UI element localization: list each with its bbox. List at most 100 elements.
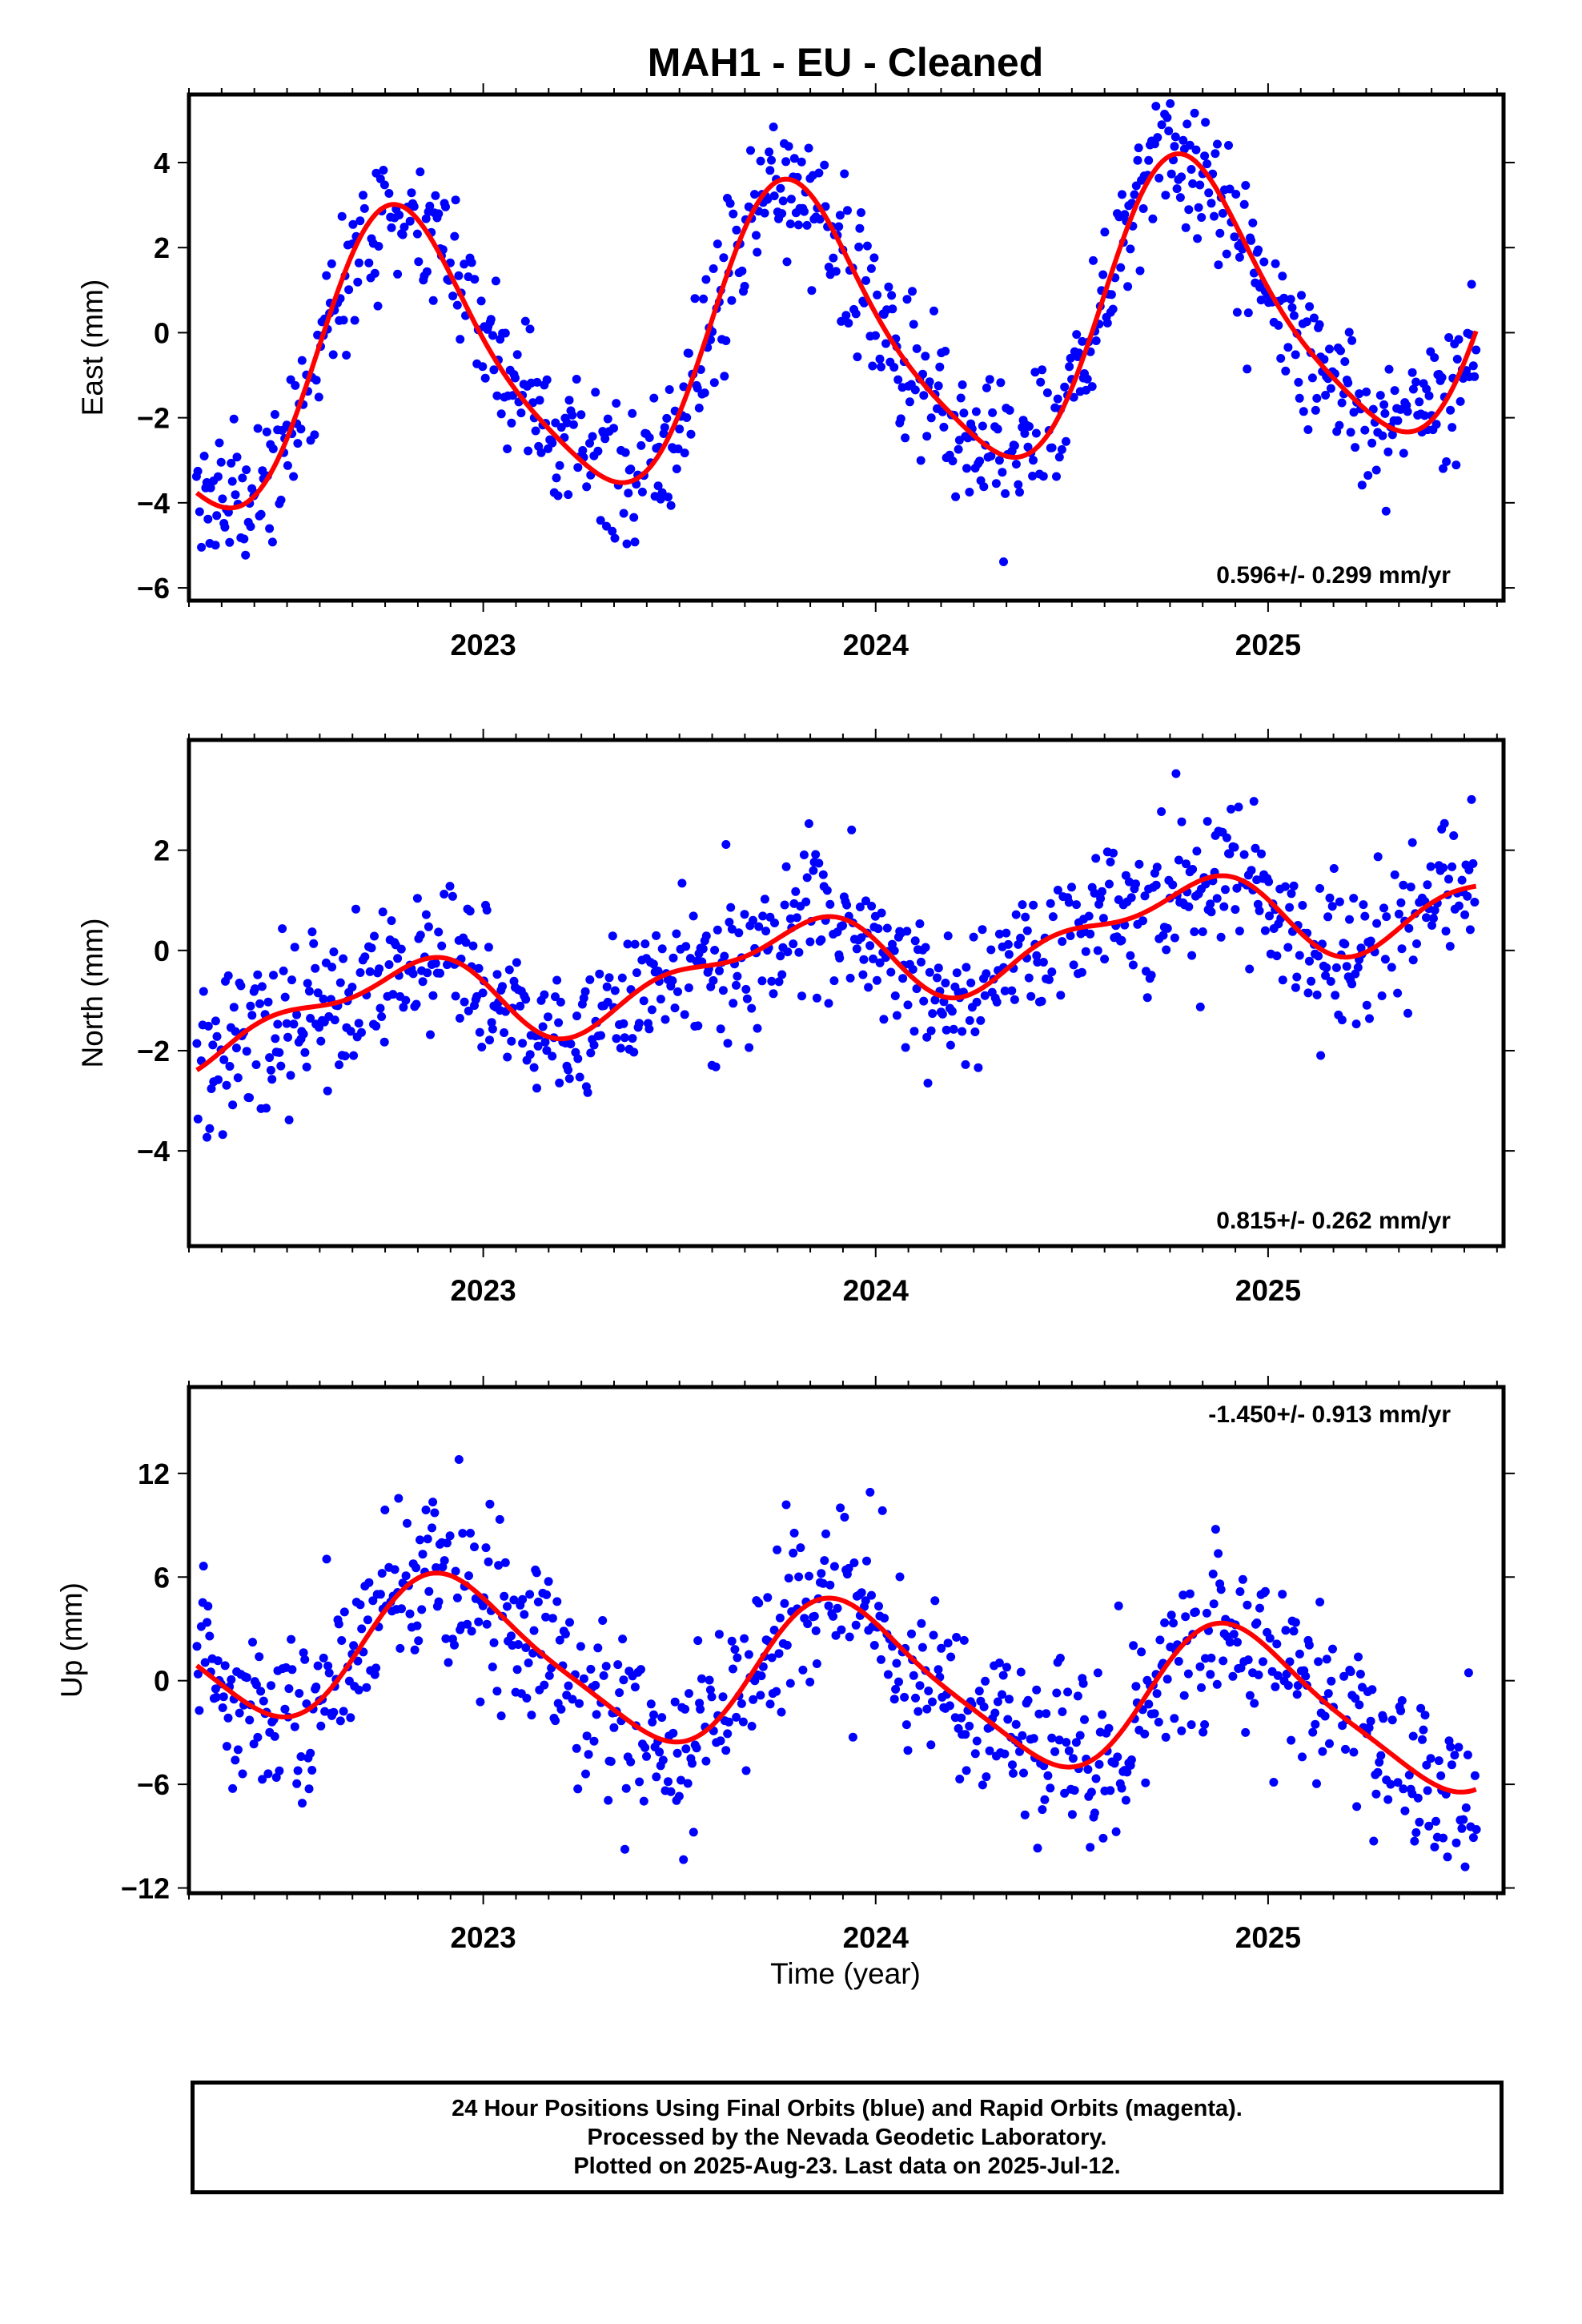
data-point <box>630 537 640 547</box>
data-point <box>865 941 875 951</box>
data-point <box>978 925 987 935</box>
data-point <box>1062 1738 1071 1747</box>
data-point <box>1427 921 1436 930</box>
data-point <box>284 1116 294 1124</box>
data-point <box>1431 1816 1440 1826</box>
data-point <box>329 1707 339 1717</box>
data-point <box>1082 374 1092 384</box>
data-point <box>991 479 1001 489</box>
data-point <box>664 493 673 502</box>
data-point <box>1058 1707 1067 1716</box>
data-point <box>437 941 447 951</box>
data-point <box>1411 1827 1421 1837</box>
data-point <box>1195 180 1205 190</box>
data-point <box>773 1545 782 1554</box>
data-point <box>593 1643 603 1653</box>
data-point <box>1070 1786 1079 1795</box>
data-point <box>742 994 752 1003</box>
data-point <box>313 1661 323 1671</box>
data-point <box>1028 472 1038 480</box>
data-point <box>1113 1752 1122 1762</box>
data-point <box>756 156 765 166</box>
data-point <box>1265 1634 1275 1643</box>
data-point <box>407 188 416 198</box>
data-point <box>1383 447 1393 456</box>
data-point <box>1073 1691 1082 1701</box>
data-point <box>1396 1706 1406 1715</box>
data-point <box>1181 1612 1191 1622</box>
data-point <box>917 957 926 967</box>
data-point <box>227 458 236 468</box>
data-point <box>1399 1784 1408 1794</box>
data-point <box>1287 1735 1296 1745</box>
data-point <box>213 472 223 481</box>
data-point <box>961 1059 970 1069</box>
data-point <box>818 870 828 879</box>
data-point <box>1387 1715 1397 1725</box>
data-point <box>1239 199 1249 209</box>
data-point <box>192 1039 202 1048</box>
data-point <box>229 1003 239 1012</box>
data-point <box>337 211 347 221</box>
data-point <box>1353 963 1363 972</box>
data-point <box>1444 875 1453 884</box>
data-point <box>1128 960 1138 970</box>
data-point <box>901 1720 911 1730</box>
data-point <box>1020 1810 1030 1819</box>
data-point <box>1309 313 1319 323</box>
data-point <box>1195 1662 1205 1671</box>
data-point <box>354 258 363 267</box>
data-point <box>941 979 950 987</box>
data-point <box>481 1543 491 1553</box>
data-point <box>225 537 235 547</box>
data-point <box>1291 983 1300 992</box>
data-point <box>1018 1731 1027 1740</box>
data-point <box>529 1626 539 1635</box>
data-point <box>454 1455 464 1464</box>
y-tick-label: −2 <box>137 1035 170 1068</box>
data-point <box>653 967 663 975</box>
data-point <box>1016 1667 1026 1677</box>
data-point <box>283 460 292 470</box>
data-point <box>807 286 817 296</box>
data-point <box>1005 1695 1014 1704</box>
data-point <box>585 439 594 448</box>
data-point <box>744 1650 753 1659</box>
data-point <box>1281 366 1291 376</box>
data-point <box>1190 927 1199 936</box>
data-point <box>797 157 806 167</box>
data-point <box>259 1696 268 1706</box>
data-point <box>1454 1743 1464 1752</box>
data-point <box>709 975 718 985</box>
data-point <box>1219 1656 1228 1666</box>
data-point <box>612 1034 621 1043</box>
data-point <box>789 154 799 163</box>
data-point <box>532 1568 541 1578</box>
data-point <box>769 191 779 201</box>
y-tick-label: 0 <box>154 935 170 967</box>
data-point <box>1346 1667 1355 1676</box>
data-point <box>1140 891 1150 901</box>
data-point <box>604 973 614 983</box>
data-point <box>673 1748 682 1758</box>
data-point <box>666 1787 676 1796</box>
data-point <box>1084 911 1094 921</box>
data-point <box>1151 102 1161 111</box>
data-point <box>1228 1671 1238 1681</box>
data-point <box>1408 955 1418 965</box>
data-point <box>1067 883 1076 892</box>
data-point <box>693 1636 703 1646</box>
data-point <box>1331 963 1341 972</box>
data-point <box>289 472 299 481</box>
data-point <box>1224 141 1233 150</box>
data-point <box>1075 1731 1085 1740</box>
data-point <box>470 275 480 284</box>
data-point <box>701 275 711 284</box>
data-point <box>468 941 478 951</box>
data-point <box>1111 1827 1121 1836</box>
data-point <box>1141 1778 1150 1787</box>
data-point <box>976 1015 986 1025</box>
data-point <box>754 1598 764 1608</box>
data-point <box>474 963 484 973</box>
data-point <box>1003 1715 1013 1724</box>
